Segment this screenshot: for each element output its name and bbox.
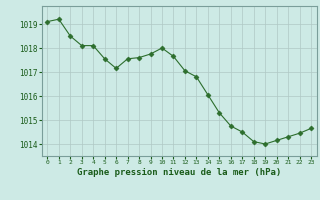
X-axis label: Graphe pression niveau de la mer (hPa): Graphe pression niveau de la mer (hPa) bbox=[77, 168, 281, 177]
